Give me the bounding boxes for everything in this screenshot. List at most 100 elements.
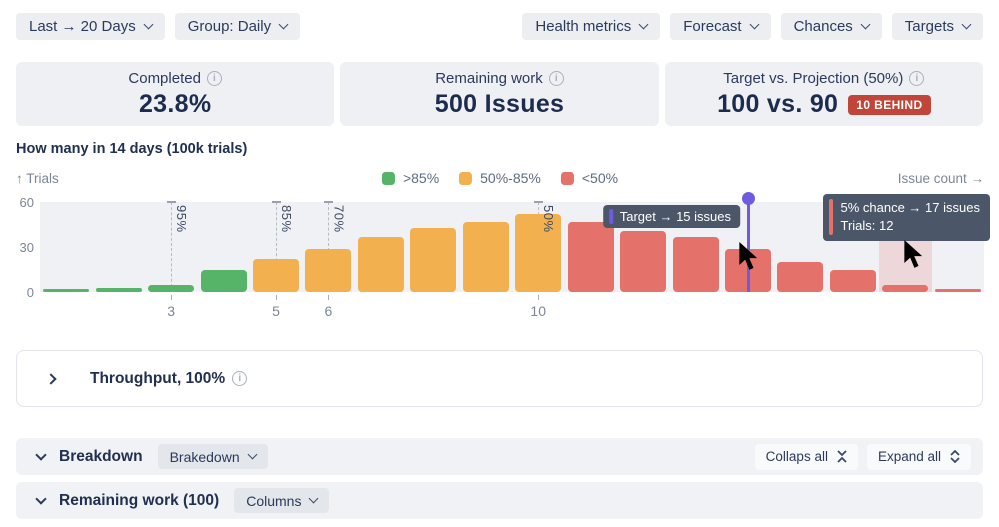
chart-meta-row: ↑ Trials >85% 50%-85% <50% Issue count → <box>16 169 984 187</box>
histogram-bar[interactable] <box>620 230 667 292</box>
range-dropdown[interactable]: Last → 20 Days <box>16 13 165 40</box>
tooltip-text: 5% chance → 17 issues Trials: 12 <box>840 200 980 233</box>
forecast-label: Forecast <box>683 18 742 35</box>
histogram-bar[interactable] <box>200 269 247 292</box>
histogram-bar[interactable] <box>43 289 90 292</box>
chances-dropdown[interactable]: Chances <box>780 13 882 40</box>
collapse-all-label: Collaps all <box>765 449 828 464</box>
x-tick <box>171 295 173 300</box>
chart-title: How many in 14 days (100k trials) <box>16 141 248 157</box>
percentile-label: 85% <box>279 205 294 233</box>
histogram-bar[interactable] <box>934 289 981 292</box>
targets-label: Targets <box>904 18 954 35</box>
histogram-bar[interactable] <box>148 284 195 292</box>
health-metrics-dropdown[interactable]: Health metrics <box>522 13 661 40</box>
card-completed-value: 23.8% <box>138 90 212 118</box>
behind-status-badge: 10 BEHIND <box>848 94 931 115</box>
percentile-line-cap <box>166 201 176 203</box>
info-icon[interactable]: i <box>206 71 222 86</box>
histogram-bar[interactable] <box>95 287 142 292</box>
forecast-dropdown[interactable]: Forecast <box>670 13 771 40</box>
breakdown-dropdown[interactable]: Brakedown <box>157 444 268 469</box>
histogram-bar[interactable] <box>253 259 299 292</box>
legend-label-green: >85% <box>402 170 440 186</box>
target-accent-bar <box>609 209 613 224</box>
chevron-down-icon <box>749 19 760 30</box>
x-tick <box>276 295 277 300</box>
info-icon[interactable]: i <box>232 371 248 386</box>
card-target-value: 100 vs. 90 <box>717 90 839 118</box>
group-dropdown-label: Group: Daily <box>187 18 272 35</box>
card-target-title: Target vs. Projection (50%) <box>723 70 904 87</box>
legend-swatch-green <box>381 171 395 185</box>
legend-item-red: <50% <box>560 170 619 186</box>
chevron-right-icon[interactable] <box>45 372 57 385</box>
x-tick-label: 10 <box>530 303 547 319</box>
target-pin-icon[interactable] <box>741 192 755 205</box>
y-tick-60: 60 <box>19 195 34 210</box>
chances-label: Chances <box>793 18 853 35</box>
chevron-down-icon[interactable] <box>35 492 47 505</box>
chevron-down-icon <box>860 19 871 30</box>
chevron-down-icon <box>143 19 154 30</box>
collapse-all-button[interactable]: Collaps all <box>754 443 858 470</box>
breakdown-row: Breakdown Brakedown Collaps all Expand a… <box>16 438 983 475</box>
chevron-down-icon <box>961 19 972 30</box>
histogram-chart: 60 30 0 95% 85% 70% 50% 3 5 6 10 Target → 15 iss… <box>16 192 990 327</box>
throughput-panel[interactable]: Throughput, 100% i <box>16 350 983 407</box>
histogram-bar[interactable] <box>410 227 457 292</box>
columns-dropdown[interactable]: Columns <box>234 488 330 513</box>
x-tick <box>328 295 330 300</box>
chart-legend: >85% 50%-85% <50% <box>381 170 619 186</box>
histogram-bar[interactable] <box>305 248 352 292</box>
x-tick-label: 5 <box>272 303 280 319</box>
expand-all-button[interactable]: Expand all <box>866 443 971 470</box>
histogram-bar[interactable] <box>882 284 929 292</box>
percentile-line <box>171 202 173 292</box>
percentile-label: 50% <box>541 205 557 233</box>
histogram-bar[interactable] <box>672 236 719 292</box>
card-target-projection: Target vs. Projection (50%) i 100 vs. 90… <box>664 62 983 126</box>
legend-swatch-red <box>560 171 574 185</box>
tooltip-accent-bar <box>829 199 833 235</box>
throughput-label: Throughput, 100% <box>90 369 226 387</box>
legend-swatch-orange <box>459 171 473 185</box>
target-label: Target → 15 issues <box>603 205 740 228</box>
columns-dropdown-label: Columns <box>246 492 302 509</box>
group-dropdown[interactable]: Group: Daily <box>174 13 301 40</box>
legend-item-green: >85% <box>381 170 440 186</box>
card-completed-title: Completed <box>128 70 201 87</box>
legend-label-orange: 50%-85% <box>480 170 541 186</box>
histogram-bar[interactable] <box>567 221 614 292</box>
percentile-line <box>276 202 277 292</box>
histogram-bar[interactable] <box>357 236 404 292</box>
collapse-vertical-icon <box>837 450 847 463</box>
percentile-line <box>328 202 330 292</box>
chevron-down-icon[interactable] <box>35 448 47 461</box>
info-icon[interactable]: i <box>548 71 564 86</box>
card-remaining-value: 500 Issues <box>434 90 565 118</box>
histogram-bar[interactable] <box>777 262 824 292</box>
expand-vertical-icon <box>950 450 960 463</box>
percentile-line-cap <box>533 201 543 203</box>
breakdown-title: Breakdown <box>59 447 143 465</box>
health-metrics-label: Health metrics <box>535 18 632 35</box>
card-remaining-work: Remaining work i 500 Issues <box>340 62 659 126</box>
chart-tooltip: 5% chance → 17 issues Trials: 12 <box>823 194 990 241</box>
remaining-work-title: Remaining work (100) <box>59 491 220 509</box>
percentile-label: 70% <box>331 205 347 233</box>
chevron-down-icon <box>247 449 258 460</box>
histogram-bar[interactable] <box>462 221 509 292</box>
histogram-bar[interactable] <box>829 269 876 292</box>
toolbar: Last → 20 Days Group: Daily Health metri… <box>16 13 983 40</box>
target-line[interactable] <box>746 198 750 292</box>
targets-dropdown[interactable]: Targets <box>891 13 983 40</box>
y-tick-30: 30 <box>19 240 34 255</box>
metric-cards: Completed i 23.8% Remaining work i 500 I… <box>16 62 983 126</box>
percentile-line-cap <box>271 201 281 203</box>
legend-label-red: <50% <box>581 170 619 186</box>
breakdown-dropdown-label: Brakedown <box>169 448 240 465</box>
expand-all-label: Expand all <box>877 449 941 464</box>
histogram-bar[interactable] <box>515 214 562 292</box>
info-icon[interactable]: i <box>909 71 925 86</box>
